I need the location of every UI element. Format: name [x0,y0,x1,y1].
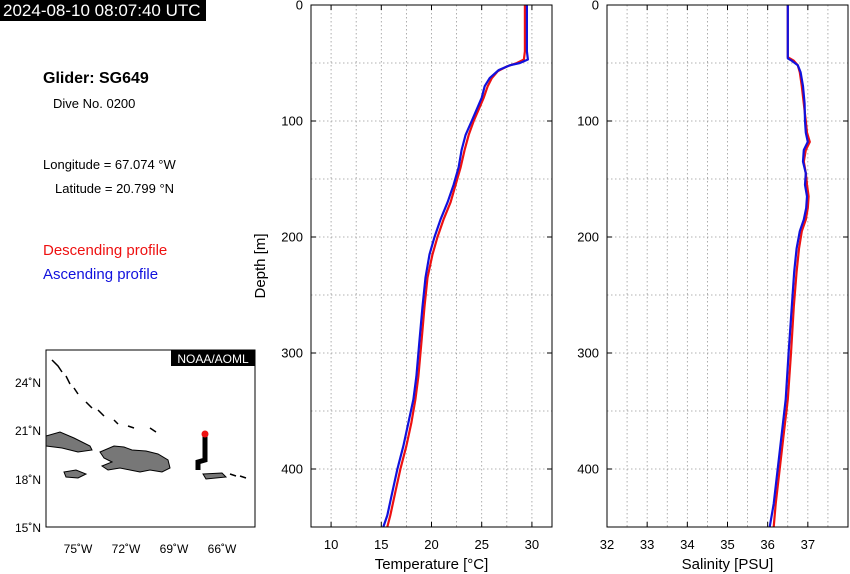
timestamp-banner: 2024-08-10 08:07:40 UTC [0,0,206,21]
glider-name: Glider: SG649 [43,70,149,87]
hispaniola-landmass [99,445,171,473]
x-tick-label: 36 [760,537,774,552]
x-tick-label: 34 [680,537,694,552]
salinity-profile-chart: 0 100 200 300 400 32 33 34 35 36 37 Salinity [PSU] [577,0,849,573]
map-lat-ticks: 24˚N 21˚N 18˚N 15˚N [15,376,41,535]
map-lat-tick: 24˚N [15,376,41,390]
legend-ascending: Ascending profile [43,266,159,283]
cuba-landmass [46,431,93,453]
puerto-rico-landmass [202,472,228,480]
x-tick-label: 35 [720,537,734,552]
map-lat-tick: 15˚N [15,521,41,535]
x-tick-label: 30 [525,537,539,552]
x-tick-label: 10 [324,537,338,552]
location-map: NOAA/AOML 24˚N 21˚N 18˚N 15˚N 75˚W 72˚W … [15,349,256,556]
map-frame [45,349,256,528]
descending-profile-line [386,5,527,528]
grid [311,5,552,527]
ascending-profile-line [768,5,809,528]
x-axis-label: Temperature [°C] [375,556,489,573]
map-lat-tick: 21˚N [15,424,41,438]
jamaica-landmass [63,469,88,479]
y-tick-label: 200 [577,230,599,245]
ascending-profile-line [382,5,530,528]
y-tick-label: 300 [577,346,599,361]
grid [607,5,848,527]
x-axis-label: Salinity [PSU] [682,556,774,573]
map-label: NOAA/AOML [177,352,249,366]
latitude-readout: Latitude = 20.799 °N [55,181,175,196]
map-lat-tick: 18˚N [15,473,41,487]
x-tick-label: 37 [801,537,815,552]
map-label-box [171,350,255,366]
x-tick-label: 32 [600,537,614,552]
map-lon-tick: 75˚W [64,542,93,556]
legend-descending: Descending profile [43,242,168,259]
longitude-readout: Longitude = 67.074 °W [43,157,176,172]
y-tick-label: 200 [281,230,303,245]
bahamas-islands [51,359,247,479]
x-tick-label: 33 [640,537,654,552]
y-tick-label: 400 [577,462,599,477]
y-tick-label: 100 [281,114,303,129]
map-landmasses [46,359,247,480]
map-lon-tick: 69˚W [160,542,189,556]
y-tick-label: 0 [296,0,303,13]
map-lon-ticks: 75˚W 72˚W 69˚W 66˚W [64,542,237,556]
temperature-profile-chart: 0 100 200 300 400 10 15 20 25 30 Temperature [°C] D… [252,0,553,573]
glider-track [195,436,208,470]
x-tick-label: 25 [474,537,488,552]
x-tick-label: 20 [424,537,438,552]
dive-number: Dive No. 0200 [53,96,136,111]
y-tick-label: 100 [577,114,599,129]
map-lon-tick: 66˚W [208,542,237,556]
map-lon-tick: 72˚W [112,542,141,556]
x-tick-label: 15 [374,537,388,552]
y-axis-label: Depth [m] [252,233,269,298]
y-tick-label: 400 [281,462,303,477]
y-tick-label: 0 [592,0,599,13]
y-tick-label: 300 [281,346,303,361]
glider-position-marker [201,430,209,438]
